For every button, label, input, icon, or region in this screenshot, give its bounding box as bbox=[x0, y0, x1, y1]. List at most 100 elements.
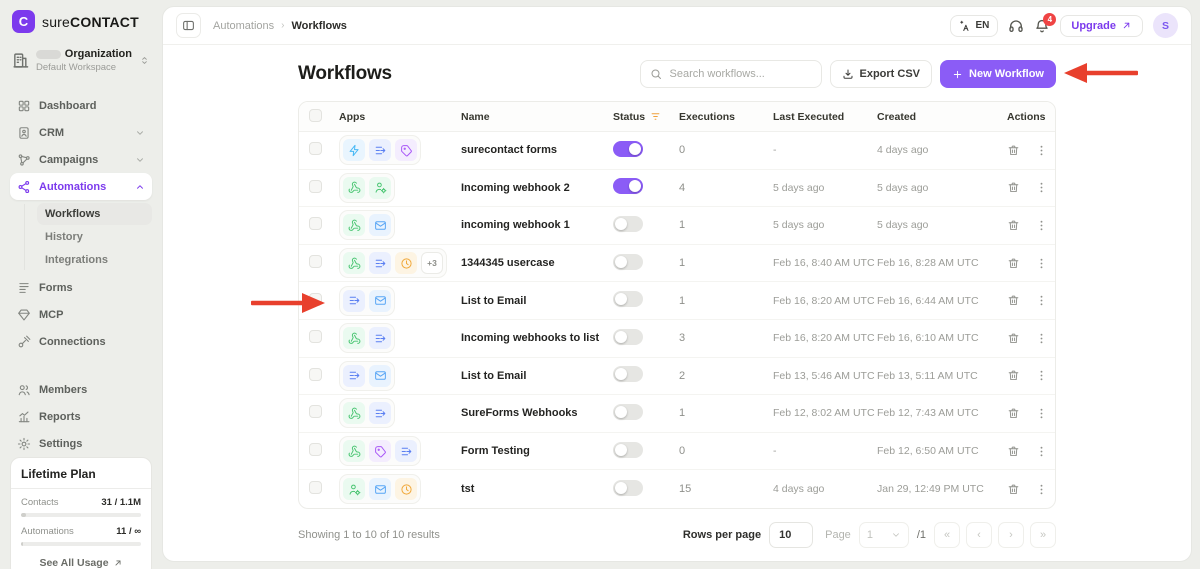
sidebar-item-dashboard[interactable]: Dashboard bbox=[10, 92, 152, 119]
row-checkbox[interactable] bbox=[309, 292, 322, 306]
workflow-name[interactable]: incoming webhook 1 bbox=[461, 219, 570, 232]
row-checkbox[interactable] bbox=[309, 330, 322, 344]
delete-button[interactable] bbox=[1007, 445, 1020, 458]
table-row[interactable]: List to Email 1 Feb 16, 8:20 AM UTC Feb 16,… bbox=[299, 282, 1055, 320]
row-menu-button[interactable] bbox=[1035, 181, 1048, 194]
row-menu-button[interactable] bbox=[1035, 483, 1048, 496]
status-toggle[interactable] bbox=[613, 441, 643, 458]
workflow-name[interactable]: List to Email bbox=[461, 294, 527, 307]
row-menu-button[interactable] bbox=[1035, 445, 1048, 458]
row-checkbox[interactable] bbox=[309, 405, 322, 419]
row-menu-button[interactable] bbox=[1035, 332, 1048, 345]
workflow-name[interactable]: Incoming webhook 2 bbox=[461, 181, 570, 194]
table-row[interactable]: SureForms Webhooks 1 Feb 12, 8:02 AM UTC Fe… bbox=[299, 395, 1055, 433]
column-header-apps[interactable]: Apps bbox=[339, 110, 366, 123]
sidebar-subitem-workflows[interactable]: Workflows bbox=[37, 203, 152, 225]
rows-per-page-select[interactable]: 10 bbox=[769, 521, 814, 548]
sidebar-subitem-integrations[interactable]: Integrations bbox=[45, 254, 108, 266]
next-page-button[interactable]: › bbox=[998, 521, 1024, 548]
sidebar-item-reports[interactable]: Reports bbox=[10, 403, 152, 430]
column-header-last-executed[interactable]: Last Executed bbox=[773, 110, 845, 123]
row-checkbox[interactable] bbox=[309, 481, 322, 495]
sidebar-item-automations[interactable]: Automations bbox=[10, 173, 152, 200]
page-select[interactable]: 1 bbox=[858, 521, 909, 548]
status-toggle[interactable] bbox=[613, 479, 643, 496]
column-header-status[interactable]: Status bbox=[613, 111, 679, 123]
delete-button[interactable] bbox=[1007, 294, 1020, 307]
status-toggle[interactable] bbox=[613, 215, 643, 232]
workflow-name[interactable]: SureForms Webhooks bbox=[461, 407, 578, 420]
row-menu-button[interactable] bbox=[1035, 219, 1048, 232]
delete-button[interactable] bbox=[1007, 332, 1020, 345]
row-menu-button[interactable] bbox=[1035, 257, 1048, 270]
row-menu-button[interactable] bbox=[1035, 407, 1048, 420]
delete-button[interactable] bbox=[1007, 483, 1020, 496]
workflow-name[interactable]: tst bbox=[461, 483, 475, 496]
sidebar-item-mcp[interactable]: MCP bbox=[10, 301, 152, 328]
workflow-name[interactable]: 1344345 usercase bbox=[461, 257, 555, 270]
row-checkbox[interactable] bbox=[309, 142, 322, 156]
sidebar-item-forms[interactable]: Forms bbox=[10, 274, 152, 301]
sidebar-item-connections[interactable]: Connections bbox=[10, 328, 152, 355]
select-all-checkbox[interactable] bbox=[309, 108, 322, 122]
delete-button[interactable] bbox=[1007, 219, 1020, 232]
table-row[interactable]: surecontact forms 0 - 4 days ago bbox=[299, 132, 1055, 170]
filter-icon[interactable] bbox=[650, 111, 661, 122]
status-toggle[interactable] bbox=[613, 328, 643, 345]
delete-button[interactable] bbox=[1007, 257, 1020, 270]
delete-button[interactable] bbox=[1007, 144, 1020, 157]
last-page-button[interactable]: » bbox=[1030, 521, 1056, 548]
workflow-name[interactable]: surecontact forms bbox=[461, 144, 557, 157]
row-menu-button[interactable] bbox=[1035, 294, 1048, 307]
export-csv-button[interactable]: Export CSV bbox=[829, 60, 933, 88]
table-row[interactable]: incoming webhook 1 1 5 days ago 5 days ago bbox=[299, 207, 1055, 245]
sidebar-item-members[interactable]: Members bbox=[10, 376, 152, 403]
table-row[interactable]: tst 15 4 days ago Jan 29, 12:49 PM UTC bbox=[299, 470, 1055, 508]
table-row[interactable]: List to Email 2 Feb 13, 5:46 AM UTC Feb 13,… bbox=[299, 358, 1055, 396]
table-row[interactable]: +3 1344345 usercase 1 Feb 16, 8:40 AM UTC Fe… bbox=[299, 245, 1055, 283]
status-toggle[interactable] bbox=[613, 253, 643, 270]
sidebar-toggle-button[interactable] bbox=[176, 13, 201, 38]
workspace-switcher[interactable]: Organization Default Workspace bbox=[10, 48, 152, 73]
row-menu-button[interactable] bbox=[1035, 144, 1048, 157]
delete-button[interactable] bbox=[1007, 369, 1020, 382]
column-header-created[interactable]: Created bbox=[877, 110, 917, 123]
previous-page-button[interactable]: ‹ bbox=[966, 521, 992, 548]
support-button[interactable] bbox=[1008, 18, 1024, 34]
row-checkbox[interactable] bbox=[309, 443, 322, 457]
status-toggle[interactable] bbox=[613, 178, 643, 195]
status-toggle[interactable] bbox=[613, 291, 643, 308]
row-checkbox[interactable] bbox=[309, 217, 322, 231]
table-row[interactable]: Incoming webhooks to list 3 Feb 16, 8:20 A… bbox=[299, 320, 1055, 358]
status-toggle[interactable] bbox=[613, 403, 643, 420]
column-header-executions[interactable]: Executions bbox=[679, 110, 736, 123]
breadcrumb-parent[interactable]: Automations bbox=[213, 19, 275, 32]
delete-button[interactable] bbox=[1007, 407, 1020, 420]
new-workflow-button[interactable]: New Workflow bbox=[940, 60, 1056, 88]
language-button[interactable]: EN bbox=[950, 14, 999, 37]
avatar[interactable]: S bbox=[1153, 13, 1178, 38]
first-page-button[interactable]: « bbox=[934, 521, 960, 548]
delete-button[interactable] bbox=[1007, 181, 1020, 194]
row-checkbox[interactable] bbox=[309, 367, 322, 381]
workflow-name[interactable]: Form Testing bbox=[461, 445, 530, 458]
search-input[interactable] bbox=[667, 67, 812, 81]
brand-logo[interactable]: C sureCONTACT bbox=[10, 10, 152, 33]
status-toggle[interactable] bbox=[613, 140, 643, 157]
row-menu-button[interactable] bbox=[1035, 369, 1048, 382]
row-checkbox[interactable] bbox=[309, 179, 322, 193]
row-checkbox[interactable] bbox=[309, 255, 322, 269]
see-all-usage-link[interactable]: See All Usage bbox=[21, 555, 141, 569]
sidebar-item-crm[interactable]: CRM bbox=[10, 119, 152, 146]
sidebar-item-campaigns[interactable]: Campaigns bbox=[10, 146, 152, 173]
notifications-button[interactable]: 4 bbox=[1034, 12, 1057, 34]
status-toggle[interactable] bbox=[613, 366, 643, 383]
column-header-name[interactable]: Name bbox=[461, 110, 490, 123]
workflow-name[interactable]: Incoming webhooks to list bbox=[461, 332, 600, 345]
workflow-name[interactable]: List to Email bbox=[461, 369, 527, 382]
sidebar-item-settings[interactable]: Settings bbox=[10, 430, 152, 457]
table-row[interactable]: Incoming webhook 2 4 5 days ago 5 days ago bbox=[299, 170, 1055, 208]
table-row[interactable]: Form Testing 0 - Feb 12, 6:50 AM UTC bbox=[299, 433, 1055, 471]
sidebar-subitem-history[interactable]: History bbox=[45, 231, 83, 243]
upgrade-button[interactable]: Upgrade bbox=[1060, 14, 1143, 37]
